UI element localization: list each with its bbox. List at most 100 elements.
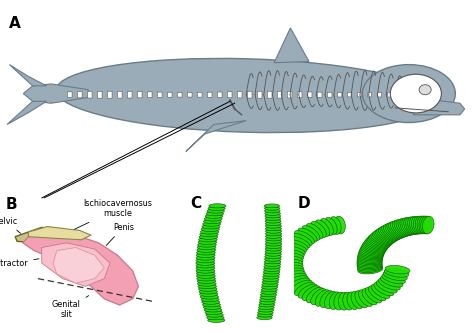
Ellipse shape [196, 263, 215, 268]
Ellipse shape [198, 282, 216, 286]
Ellipse shape [197, 248, 216, 252]
FancyBboxPatch shape [277, 91, 282, 98]
Ellipse shape [374, 230, 394, 244]
Ellipse shape [415, 216, 427, 234]
FancyBboxPatch shape [297, 92, 302, 98]
Ellipse shape [206, 211, 224, 216]
Ellipse shape [208, 206, 225, 210]
Ellipse shape [358, 265, 383, 274]
Ellipse shape [347, 292, 359, 310]
FancyBboxPatch shape [267, 91, 272, 98]
Ellipse shape [196, 253, 215, 257]
Ellipse shape [360, 246, 384, 255]
FancyBboxPatch shape [247, 91, 252, 98]
Ellipse shape [200, 292, 218, 296]
Ellipse shape [372, 232, 393, 245]
Ellipse shape [265, 211, 280, 215]
Ellipse shape [265, 229, 282, 233]
Ellipse shape [364, 240, 387, 251]
Ellipse shape [263, 275, 279, 279]
Ellipse shape [421, 216, 432, 234]
Ellipse shape [334, 292, 346, 310]
Ellipse shape [265, 255, 281, 259]
Ellipse shape [374, 282, 394, 296]
Ellipse shape [265, 224, 282, 228]
Ellipse shape [382, 273, 405, 284]
Ellipse shape [283, 273, 307, 283]
Ellipse shape [410, 216, 421, 234]
Ellipse shape [263, 278, 279, 282]
Polygon shape [15, 227, 61, 243]
Ellipse shape [385, 265, 410, 274]
Ellipse shape [205, 310, 222, 315]
Ellipse shape [278, 259, 303, 267]
Ellipse shape [325, 291, 337, 309]
Ellipse shape [258, 308, 273, 312]
Ellipse shape [380, 276, 403, 287]
Ellipse shape [197, 276, 216, 281]
Ellipse shape [288, 236, 310, 248]
Ellipse shape [419, 216, 430, 234]
FancyBboxPatch shape [368, 93, 372, 97]
Ellipse shape [264, 204, 280, 208]
Ellipse shape [206, 313, 223, 317]
Ellipse shape [338, 292, 350, 310]
Ellipse shape [383, 224, 401, 240]
Ellipse shape [261, 290, 277, 294]
Ellipse shape [380, 226, 398, 241]
Ellipse shape [398, 219, 412, 236]
FancyBboxPatch shape [207, 92, 212, 97]
Ellipse shape [390, 74, 441, 113]
Ellipse shape [359, 248, 383, 257]
FancyBboxPatch shape [317, 92, 322, 97]
Ellipse shape [294, 282, 315, 296]
Ellipse shape [391, 221, 406, 237]
Polygon shape [186, 121, 246, 152]
Text: Retractor: Retractor [0, 258, 39, 268]
Ellipse shape [371, 284, 390, 298]
Polygon shape [42, 243, 110, 286]
Ellipse shape [205, 214, 223, 218]
Ellipse shape [265, 239, 282, 243]
Polygon shape [53, 247, 104, 283]
Ellipse shape [383, 271, 407, 281]
Ellipse shape [392, 221, 407, 237]
Ellipse shape [315, 290, 330, 306]
Ellipse shape [265, 219, 281, 223]
Ellipse shape [280, 249, 304, 258]
Ellipse shape [334, 216, 346, 234]
Ellipse shape [264, 270, 280, 274]
FancyBboxPatch shape [237, 92, 242, 98]
Polygon shape [274, 28, 309, 63]
Ellipse shape [378, 278, 400, 290]
Ellipse shape [357, 258, 382, 266]
Ellipse shape [265, 222, 281, 226]
Ellipse shape [302, 286, 320, 301]
Ellipse shape [400, 218, 413, 235]
Ellipse shape [264, 206, 280, 210]
Ellipse shape [257, 316, 272, 320]
Ellipse shape [264, 265, 281, 269]
Ellipse shape [198, 240, 217, 244]
Ellipse shape [259, 303, 274, 307]
Ellipse shape [203, 305, 221, 309]
Ellipse shape [262, 285, 278, 289]
Ellipse shape [283, 243, 307, 253]
Ellipse shape [291, 233, 312, 246]
Text: Genital
slit: Genital slit [52, 296, 89, 319]
Ellipse shape [382, 225, 400, 240]
Ellipse shape [265, 217, 281, 220]
Ellipse shape [264, 262, 281, 266]
Ellipse shape [358, 253, 383, 261]
Ellipse shape [306, 223, 323, 239]
Ellipse shape [262, 283, 278, 287]
FancyBboxPatch shape [307, 92, 312, 98]
Text: Penis: Penis [106, 223, 134, 245]
Ellipse shape [261, 288, 277, 292]
Ellipse shape [278, 256, 303, 264]
Ellipse shape [264, 267, 280, 271]
FancyBboxPatch shape [77, 92, 82, 98]
Circle shape [419, 85, 431, 95]
Ellipse shape [265, 214, 281, 218]
Ellipse shape [365, 287, 382, 303]
